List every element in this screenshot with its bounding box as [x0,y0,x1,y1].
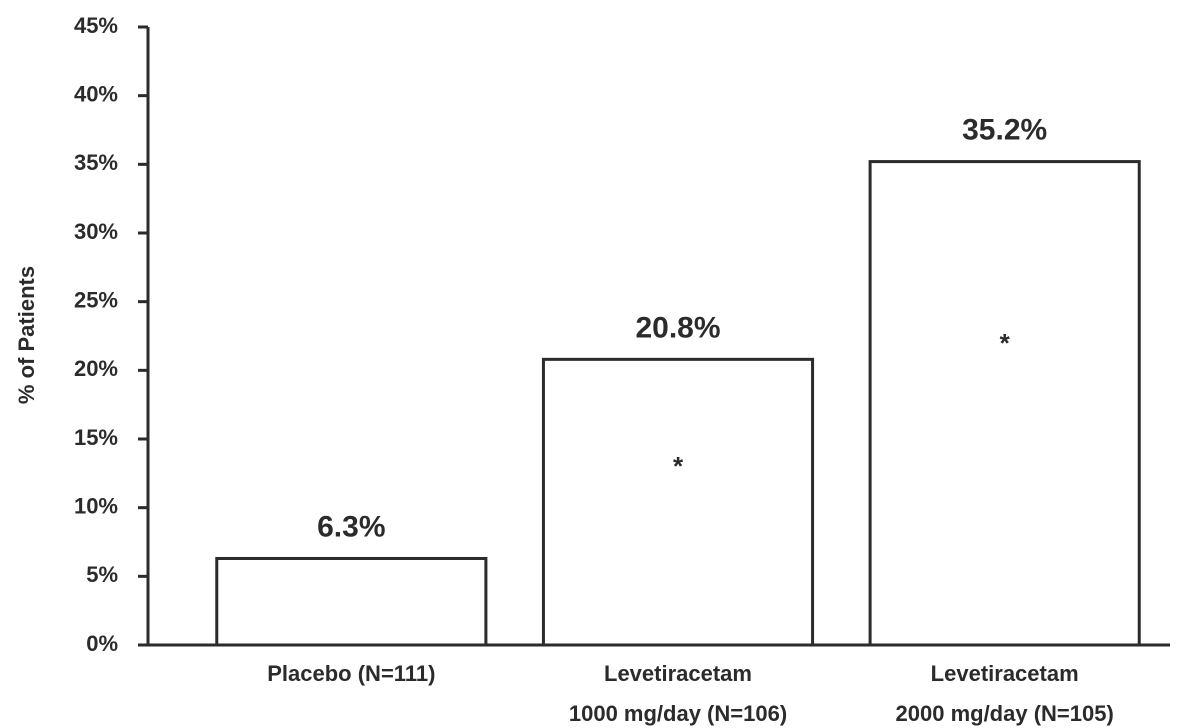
y-tick-label: 0% [86,631,118,656]
y-tick-label: 40% [74,81,118,106]
y-tick-label: 5% [86,562,118,587]
bar [215,556,488,647]
y-tick-label: 30% [74,219,118,244]
y-tick-label: 45% [74,13,118,38]
data-label: 20.8% [635,311,720,344]
x-tick-label: 1000 mg/day (N=106) [569,701,787,726]
bar [868,160,1141,647]
y-axis-title: % of Patients [14,266,39,404]
bar [541,357,815,647]
y-tick-label: 35% [74,150,118,175]
y-tick-label: 20% [74,356,118,381]
y-tick-label: 15% [74,425,118,450]
y-tick-label: 10% [74,493,118,518]
y-tick-label: 25% [74,287,118,312]
x-tick-label: Levetiracetam [604,661,752,686]
significance-marker: * [673,451,684,481]
x-tick-label: Placebo (N=111) [267,661,435,686]
data-label: 35.2% [962,114,1047,147]
significance-marker: * [1000,328,1011,358]
x-tick-label: Levetiracetam [931,661,1079,686]
x-tick-label: 2000 mg/day (N=105) [896,701,1114,726]
data-label: 6.3% [317,510,385,543]
